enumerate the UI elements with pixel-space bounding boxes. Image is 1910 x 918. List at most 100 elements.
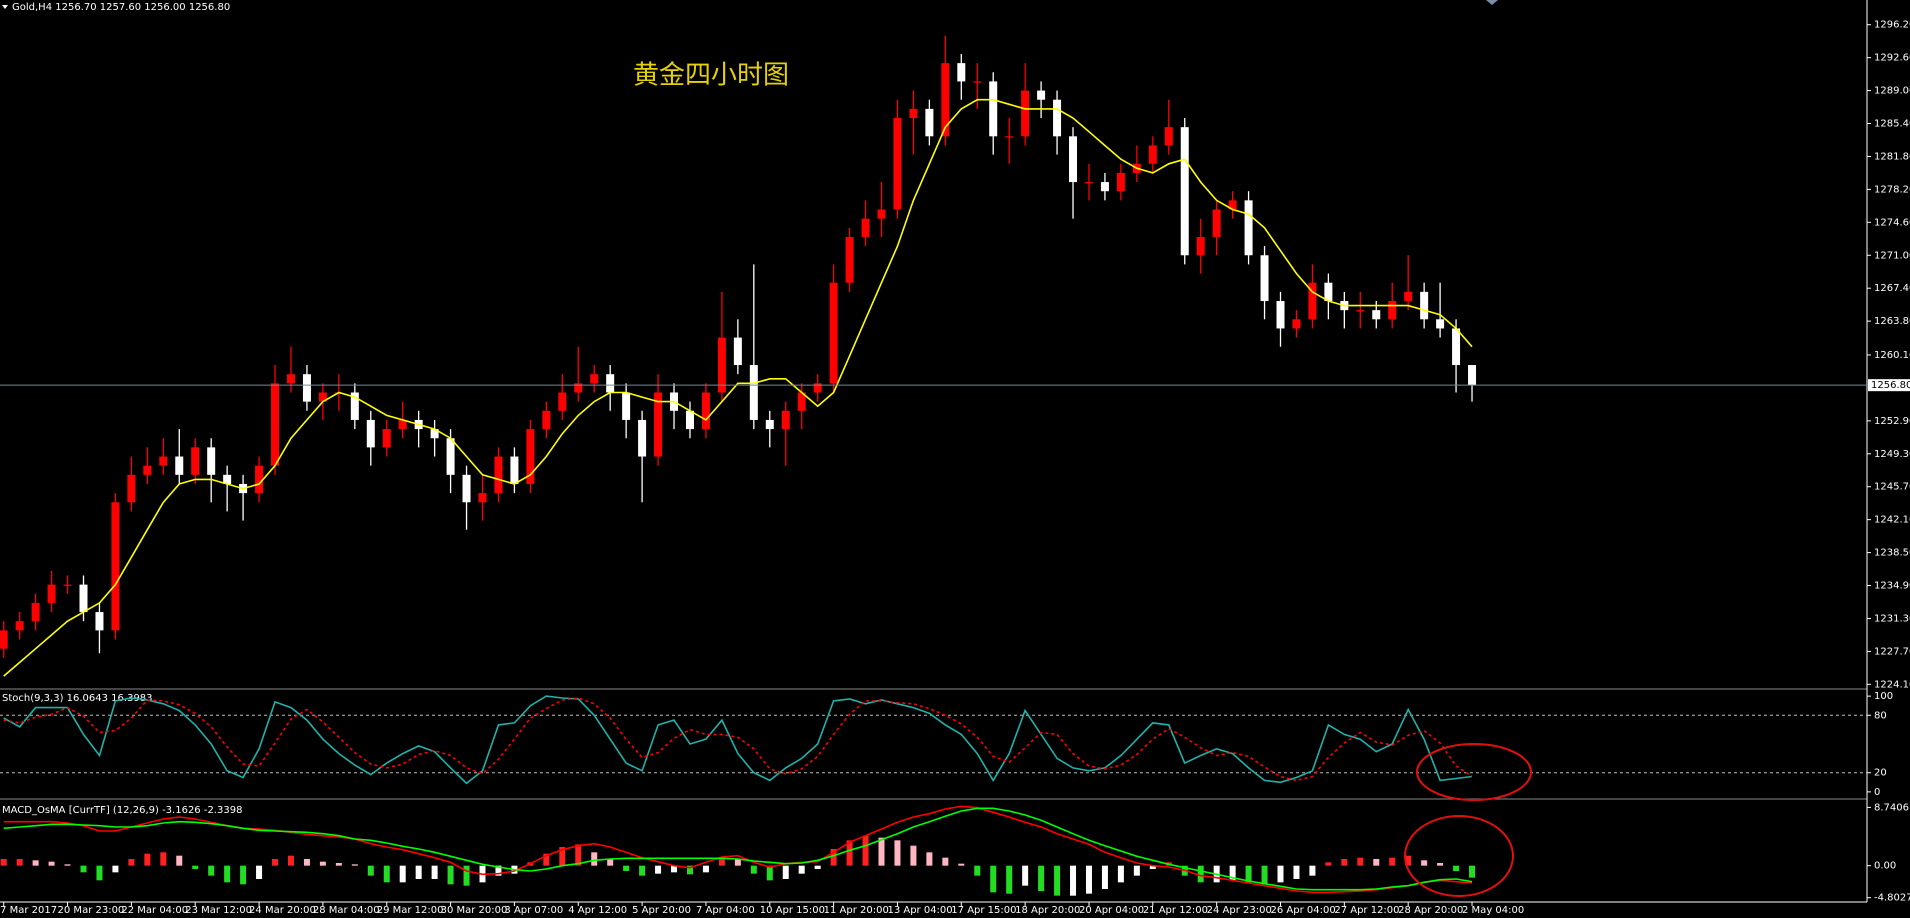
candle-body <box>1037 90 1046 100</box>
x-tick-label: 2 May 04:00 <box>1462 905 1524 916</box>
histogram-bar <box>623 865 630 871</box>
histogram-bar <box>16 859 23 866</box>
y-tick-label: 1292.60 <box>1874 53 1910 64</box>
y-tick-label: 100 <box>1874 691 1893 702</box>
candle-body <box>574 383 583 393</box>
y-tick-label: 20 <box>1874 768 1887 779</box>
candle-body <box>255 465 264 494</box>
x-tick-label: 24 Apr 23:00 <box>1207 905 1272 916</box>
candle-body <box>127 474 136 503</box>
y-tick-label: 1278.20 <box>1874 184 1910 195</box>
candle-body <box>941 63 950 137</box>
candle-body <box>1436 319 1445 329</box>
histogram-bar <box>415 865 422 879</box>
series-line <box>3 98 1473 677</box>
candle-body <box>95 612 104 631</box>
candle-body <box>63 584 72 586</box>
candle-body <box>526 429 535 484</box>
histogram-bar <box>192 865 199 869</box>
y-tick-label: 1281.80 <box>1874 151 1910 162</box>
histogram-bar <box>1133 865 1140 876</box>
chart-title: 黄金四小时图 <box>633 61 789 91</box>
histogram-bar <box>1070 865 1077 896</box>
histogram-bar <box>1022 865 1029 886</box>
histogram-bar <box>894 840 901 866</box>
histogram-bar <box>303 859 310 866</box>
histogram-bar <box>766 865 773 881</box>
y-tick-label: 1234.90 <box>1874 581 1910 592</box>
candle-body <box>1420 291 1429 320</box>
candle-body <box>79 584 88 613</box>
series-line <box>3 695 1473 785</box>
histogram-bar <box>671 865 678 873</box>
histogram-bar <box>431 865 438 879</box>
y-tick-label: 1296.20 <box>1874 20 1910 31</box>
histogram-bar <box>96 865 103 881</box>
candle-body <box>366 419 375 448</box>
y-tick-label: 1289.00 <box>1874 86 1910 97</box>
candle-body <box>1468 365 1477 386</box>
histogram-bar <box>1229 865 1236 881</box>
candle-body <box>350 392 359 420</box>
histogram-bar <box>1389 857 1396 866</box>
y-tick-label: 1249.30 <box>1874 449 1910 460</box>
histogram-bar <box>383 865 390 883</box>
histogram-bar <box>910 845 917 866</box>
candle-body <box>1005 136 1014 138</box>
histogram-bar <box>990 865 997 893</box>
candle-body <box>1308 282 1317 320</box>
x-tick-label: 17 Mar 2017 <box>0 905 57 916</box>
candle-body <box>813 383 822 393</box>
histogram-bar <box>702 865 709 873</box>
histogram-bar <box>256 865 263 879</box>
x-tick-label: 13 Apr 04:00 <box>887 905 952 916</box>
y-tick-label: 1242.10 <box>1874 515 1910 526</box>
histogram-bar <box>1261 865 1268 885</box>
histogram-bar <box>798 865 805 874</box>
x-tick-label: 28 Mar 04:00 <box>313 905 380 916</box>
current-price-box <box>1868 379 1910 392</box>
y-tick-label: 8.7406 <box>1874 802 1909 813</box>
candle-body <box>542 410 551 430</box>
highlight-ellipse <box>1416 743 1532 801</box>
histogram-bar <box>80 865 87 873</box>
candle-body <box>1164 127 1173 146</box>
candle-body <box>1260 255 1269 301</box>
histogram-bar <box>814 865 821 869</box>
y-tick-label: 1245.70 <box>1874 482 1910 493</box>
candle-body <box>957 63 966 82</box>
candle-body <box>1404 291 1413 301</box>
x-tick-label: 20 Mar 23:00 <box>58 905 125 916</box>
candle-body <box>191 447 200 475</box>
candle-body <box>286 374 295 384</box>
histogram-bar <box>1469 865 1476 878</box>
histogram-bar <box>144 853 151 866</box>
histogram-bar <box>1149 865 1156 869</box>
histogram-bar <box>224 865 231 883</box>
histogram-bar <box>1006 865 1013 894</box>
candle-body <box>462 474 471 503</box>
candle-body <box>302 374 311 402</box>
y-tick-label: 1238.50 <box>1874 548 1910 559</box>
candle-body <box>1053 99 1062 137</box>
y-tick-label: 1267.40 <box>1874 283 1910 294</box>
x-tick-label: 4 Apr 12:00 <box>568 905 627 916</box>
candle-body <box>1021 90 1030 137</box>
y-tick-label: -4.8027 <box>1874 893 1910 904</box>
candle-body <box>430 429 439 439</box>
candle-body <box>989 81 998 137</box>
candle-body <box>797 392 806 411</box>
candle-body <box>845 236 854 283</box>
candle-body <box>382 429 391 448</box>
x-tick-label: 29 Mar 12:00 <box>377 905 444 916</box>
y-tick-label: 1231.30 <box>1874 613 1910 624</box>
candle-body <box>749 365 758 420</box>
histogram-bar <box>112 865 119 873</box>
candle-body <box>1276 301 1285 329</box>
candle-body <box>1324 282 1333 301</box>
histogram-bar <box>830 849 837 866</box>
histogram-bar <box>48 861 55 866</box>
